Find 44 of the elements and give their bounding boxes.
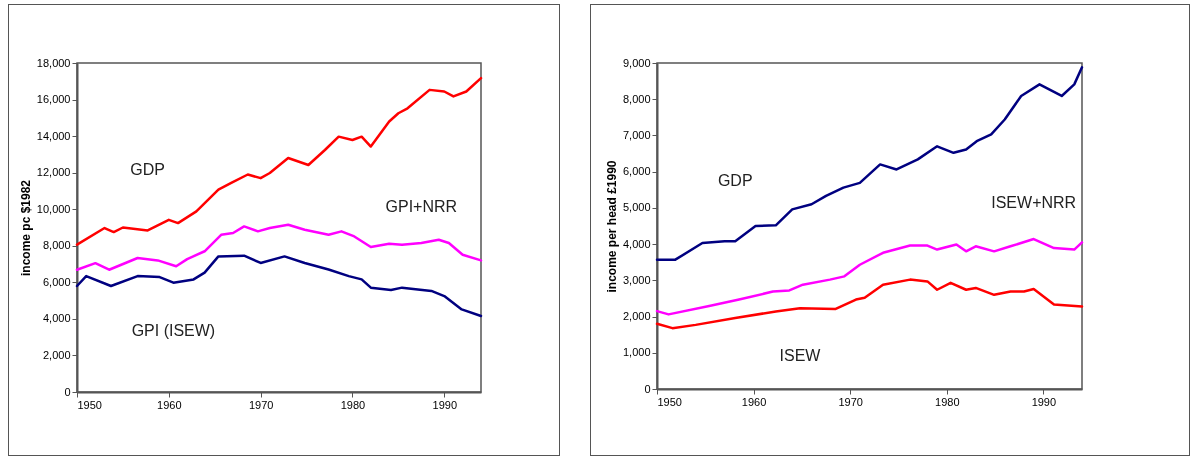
y-tick-label: 4,000 [622, 237, 651, 250]
x-tick-label: 1960 [741, 395, 767, 408]
x-tick-label: 1960 [157, 398, 182, 411]
text: GDP [130, 161, 166, 179]
y-tick-label: 10,000 [36, 202, 71, 215]
y-tick-label: 0 [64, 385, 71, 398]
x-tick-label: 1990 [1031, 395, 1057, 408]
x-tick-label: 1980 [340, 398, 366, 411]
series-label: ISEW+NRR [991, 194, 1077, 212]
text: GPI (ISEW) [131, 321, 216, 339]
y-tick-label: 14,000 [36, 129, 71, 142]
text: GDP [717, 172, 753, 190]
y-tick-label: 2,000 [622, 310, 651, 323]
y-tick-label: 9,000 [622, 56, 651, 69]
line-series [75, 223, 483, 271]
y-tick-label: 8,000 [42, 239, 71, 252]
y-tick-label: 0 [644, 382, 651, 395]
y-tick-label: 7,000 [622, 128, 651, 141]
x-tick-label: 1970 [248, 398, 274, 411]
y-axis-title: income pc $1982 [18, 179, 33, 277]
x-tick-label: 1950 [77, 398, 102, 411]
line-series [75, 76, 483, 246]
line-series [655, 66, 1084, 261]
line-series [655, 278, 1084, 330]
x-tick-label: 1970 [838, 395, 863, 408]
x-tick-label: 1990 [432, 398, 458, 411]
line-series [655, 237, 1084, 316]
y-tick-label: 6,000 [622, 165, 651, 178]
x-tick-label: 1980 [935, 395, 960, 408]
y-axis-title: income per head £1990 [604, 160, 619, 293]
y-tick-label: 4,000 [42, 312, 71, 325]
y-tick-label: 6,000 [42, 275, 71, 288]
y-tick-label: 1,000 [622, 346, 651, 359]
series-label: GPI+NRR [385, 198, 458, 216]
y-tick-label: 8,000 [622, 92, 651, 105]
line-series [75, 254, 483, 318]
y-tick-label: 3,000 [622, 273, 651, 286]
x-tick-label: 1950 [657, 395, 682, 408]
y-tick-label: 16,000 [36, 93, 71, 106]
text: ISEW [779, 347, 822, 365]
y-tick-label: 12,000 [36, 166, 71, 179]
y-tick-label: 2,000 [42, 348, 71, 361]
y-tick-label: 18,000 [36, 56, 71, 69]
y-tick-label: 5,000 [622, 201, 651, 214]
